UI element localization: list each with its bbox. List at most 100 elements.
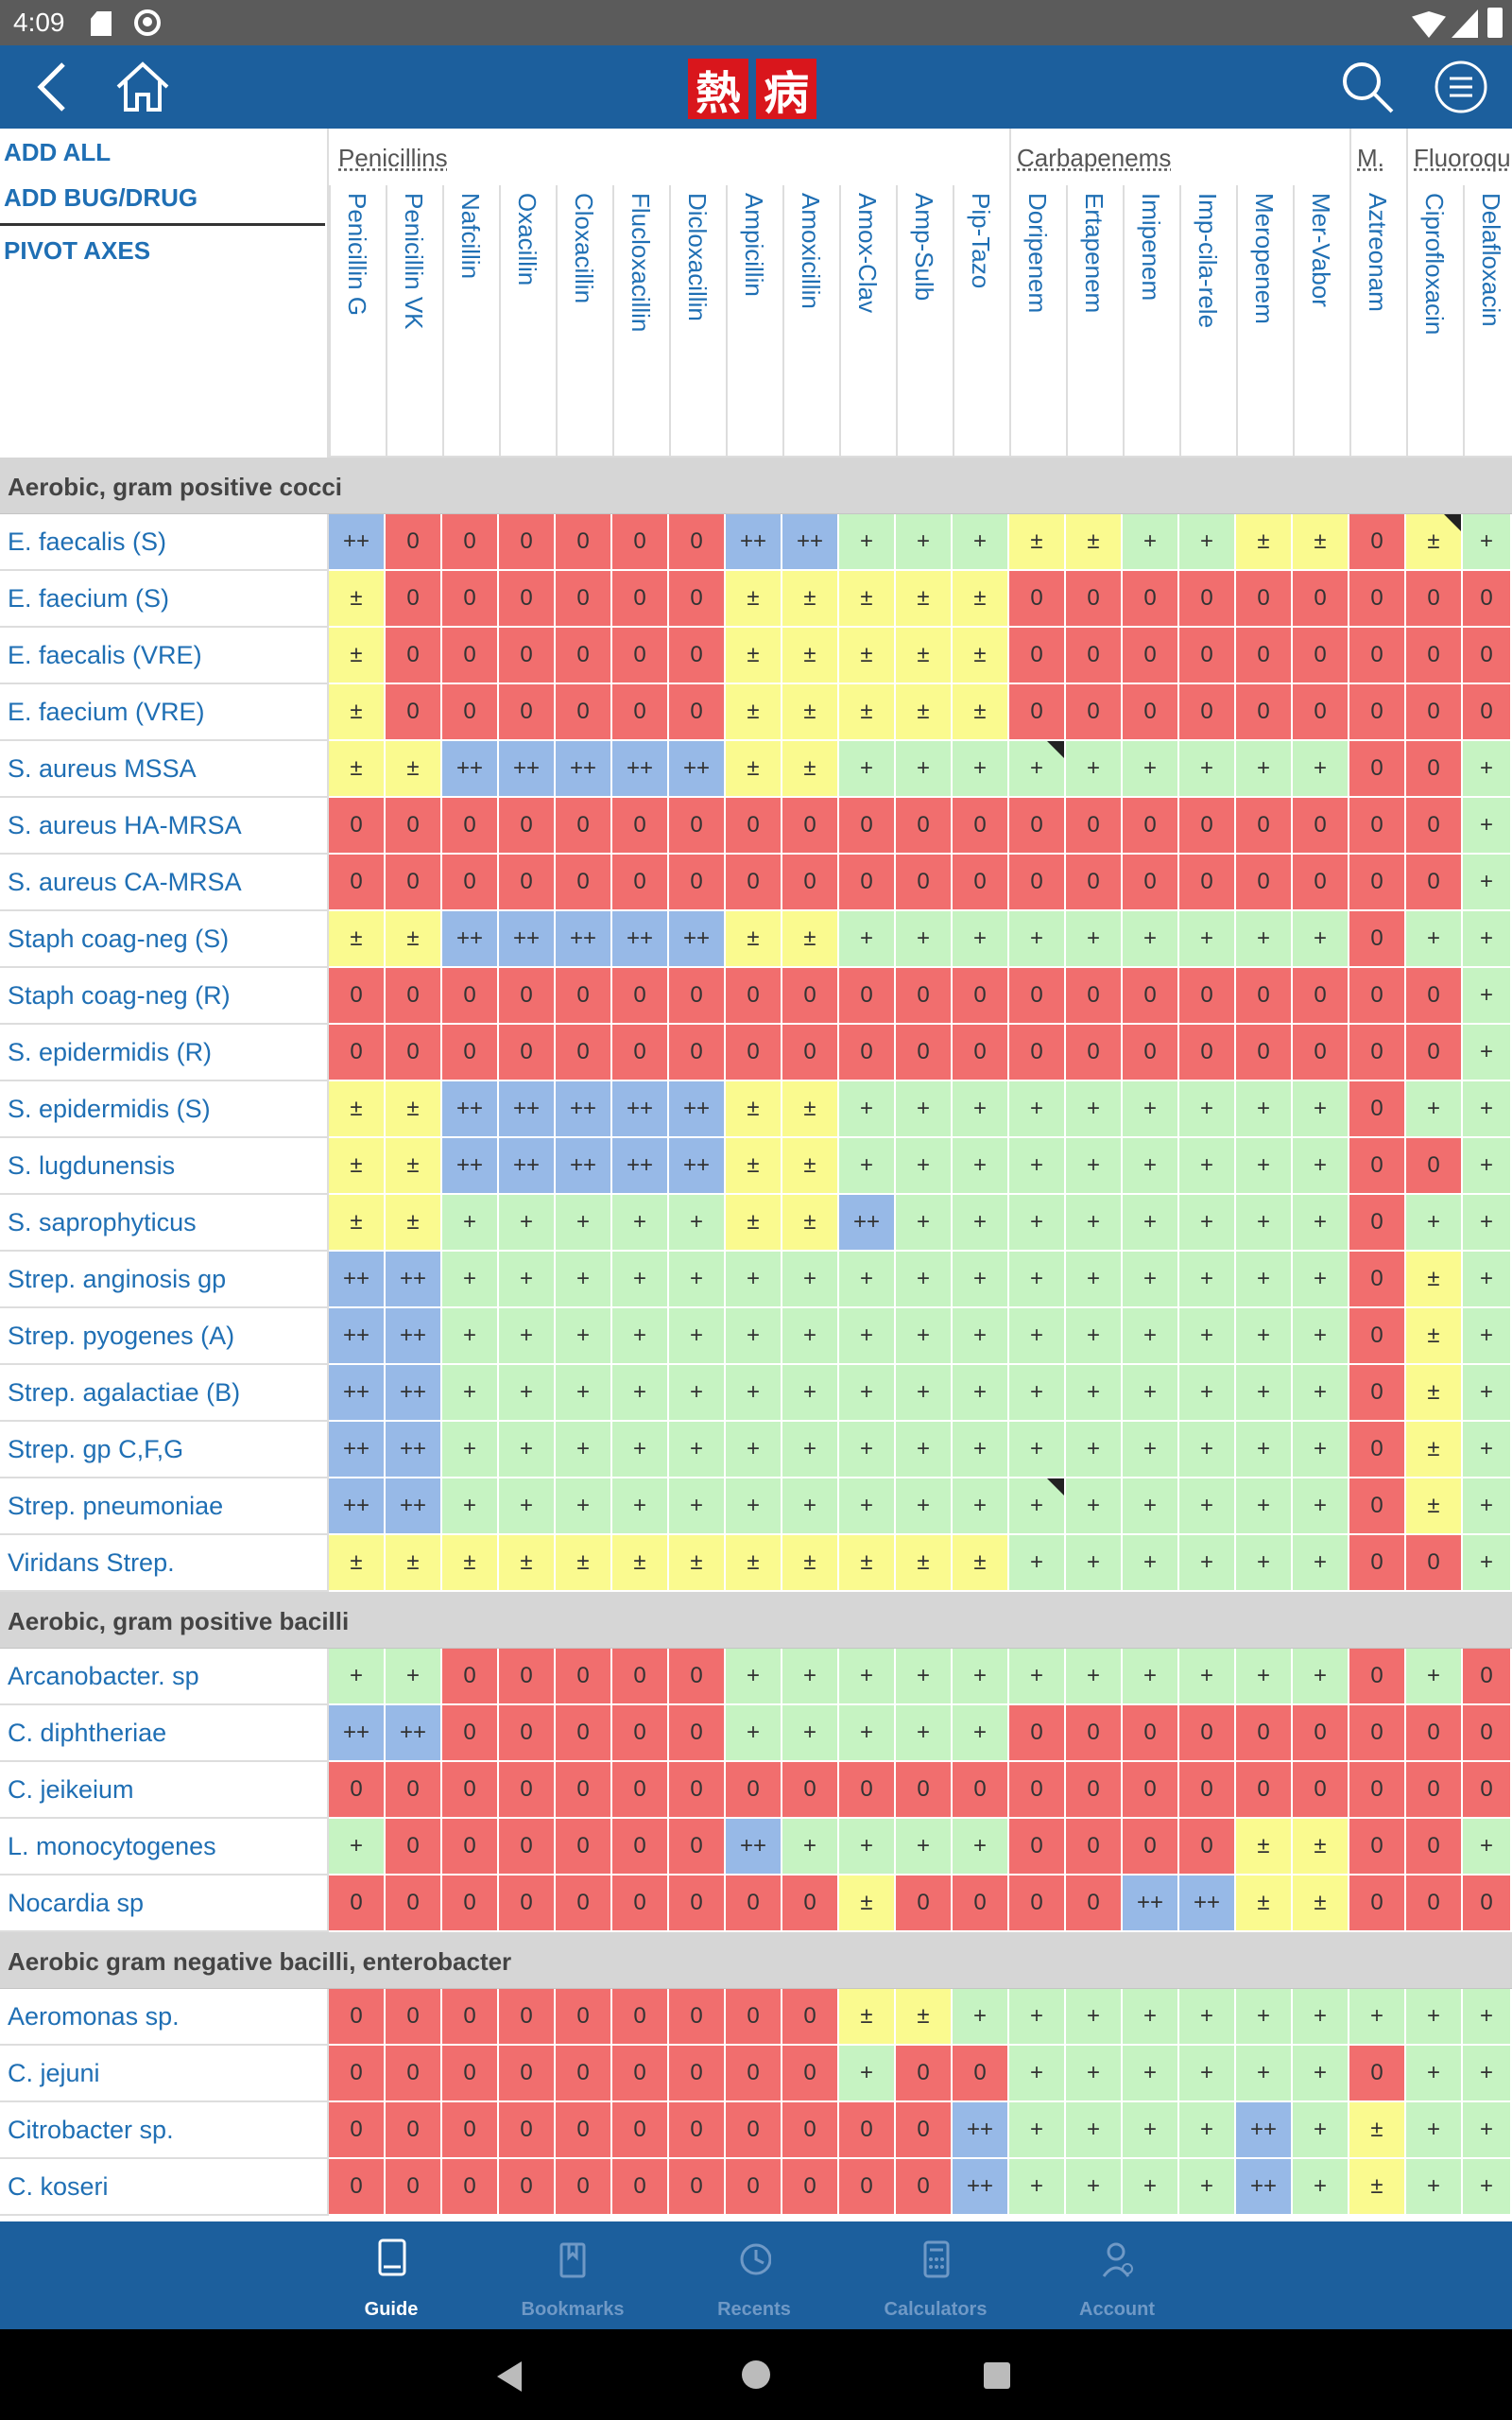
susceptibility-cell[interactable]: +	[1009, 1081, 1066, 1138]
susceptibility-cell[interactable]: 0	[612, 514, 669, 571]
susceptibility-cell[interactable]: 0	[669, 1819, 726, 1876]
susceptibility-cell[interactable]: 0	[669, 1989, 726, 2046]
susceptibility-cell[interactable]: 0	[556, 1649, 612, 1705]
susceptibility-cell[interactable]: 0	[1066, 1762, 1123, 1819]
susceptibility-cell[interactable]: +	[556, 1195, 612, 1252]
susceptibility-cell[interactable]: +	[839, 1819, 896, 1876]
susceptibility-cell[interactable]: 0	[329, 968, 386, 1025]
susceptibility-cell[interactable]: 0	[1123, 968, 1179, 1025]
susceptibility-cell[interactable]: +	[1123, 1252, 1179, 1308]
susceptibility-cell[interactable]: 0	[669, 968, 726, 1025]
susceptibility-cell[interactable]: 0	[1349, 968, 1406, 1025]
susceptibility-cell[interactable]: ±	[386, 1195, 442, 1252]
susceptibility-cell[interactable]: 0	[1349, 2046, 1406, 2102]
susceptibility-cell[interactable]: 0	[1009, 1819, 1066, 1876]
organism-link[interactable]: S. aureus CA-MRSA	[0, 855, 329, 911]
susceptibility-cell[interactable]: +	[1463, 1365, 1512, 1422]
susceptibility-cell[interactable]: 0	[612, 1649, 669, 1705]
susceptibility-cell[interactable]: +	[1123, 514, 1179, 571]
susceptibility-cell[interactable]: 0	[1009, 1025, 1066, 1081]
susceptibility-cell[interactable]: 0	[1236, 798, 1293, 855]
susceptibility-cell[interactable]: 0	[1293, 1762, 1349, 1819]
susceptibility-cell[interactable]: 0	[1009, 1705, 1066, 1762]
drug-column-header[interactable]: Ertapenem	[1066, 185, 1123, 458]
susceptibility-cell[interactable]: 0	[839, 2159, 896, 2216]
susceptibility-cell[interactable]: 0	[1406, 684, 1463, 741]
susceptibility-cell[interactable]: +	[1066, 911, 1123, 968]
susceptibility-cell[interactable]: +	[1066, 2046, 1123, 2102]
susceptibility-cell[interactable]: ±	[329, 1138, 386, 1195]
susceptibility-cell[interactable]: 0	[1349, 1308, 1406, 1365]
susceptibility-cell[interactable]: +	[726, 1365, 782, 1422]
susceptibility-cell[interactable]: ±	[726, 628, 782, 684]
susceptibility-cell[interactable]: +	[1349, 1989, 1406, 2046]
drug-column-header[interactable]: Mer-Vabor	[1293, 185, 1349, 458]
susceptibility-cell[interactable]: ±	[839, 684, 896, 741]
susceptibility-cell[interactable]: 0	[953, 2046, 1009, 2102]
susceptibility-cell[interactable]: ±	[329, 1535, 386, 1592]
susceptibility-cell[interactable]: 0	[726, 798, 782, 855]
susceptibility-cell[interactable]: 0	[896, 1025, 953, 1081]
susceptibility-cell[interactable]: 0	[669, 1762, 726, 1819]
susceptibility-cell[interactable]: ±	[839, 1535, 896, 1592]
susceptibility-cell[interactable]: ++	[499, 911, 556, 968]
susceptibility-cell[interactable]: 0	[1349, 684, 1406, 741]
susceptibility-cell[interactable]: 0	[1349, 514, 1406, 571]
susceptibility-cell[interactable]: 0	[726, 1989, 782, 2046]
susceptibility-cell[interactable]: +	[782, 1478, 839, 1535]
organism-link[interactable]: Staph coag-neg (S)	[0, 911, 329, 968]
susceptibility-cell[interactable]: ++	[612, 1081, 669, 1138]
susceptibility-cell[interactable]: ±	[726, 911, 782, 968]
susceptibility-cell[interactable]: +	[1236, 1365, 1293, 1422]
susceptibility-cell[interactable]: +	[1463, 2046, 1512, 2102]
susceptibility-cell[interactable]: ++	[329, 1365, 386, 1422]
susceptibility-cell[interactable]: +	[612, 1365, 669, 1422]
susceptibility-cell[interactable]: ±	[329, 911, 386, 968]
susceptibility-cell[interactable]: 0	[499, 571, 556, 628]
susceptibility-cell[interactable]: +	[1463, 1819, 1512, 1876]
susceptibility-cell[interactable]: +	[1463, 1989, 1512, 2046]
susceptibility-cell[interactable]: 0	[386, 855, 442, 911]
susceptibility-cell[interactable]: +	[1236, 1308, 1293, 1365]
susceptibility-cell[interactable]: ++	[612, 911, 669, 968]
susceptibility-cell[interactable]: +	[1123, 1422, 1179, 1478]
susceptibility-cell[interactable]: 0	[442, 684, 499, 741]
susceptibility-cell[interactable]: +	[726, 1422, 782, 1478]
susceptibility-cell[interactable]: +	[1236, 1649, 1293, 1705]
home-button[interactable]	[112, 59, 174, 115]
susceptibility-cell[interactable]: +	[1236, 1422, 1293, 1478]
susceptibility-cell[interactable]: 0	[612, 2159, 669, 2216]
susceptibility-cell[interactable]: ±	[1406, 1308, 1463, 1365]
susceptibility-cell[interactable]: +	[329, 1819, 386, 1876]
susceptibility-cell[interactable]: 0	[726, 855, 782, 911]
susceptibility-cell[interactable]: 0	[1293, 571, 1349, 628]
susceptibility-cell[interactable]: 0	[442, 571, 499, 628]
susceptibility-cell[interactable]: 0	[329, 2159, 386, 2216]
susceptibility-cell[interactable]: 0	[1123, 571, 1179, 628]
susceptibility-cell[interactable]: +	[896, 1365, 953, 1422]
susceptibility-cell[interactable]: 0	[499, 2046, 556, 2102]
susceptibility-cell[interactable]: 0	[1406, 855, 1463, 911]
susceptibility-cell[interactable]: +	[442, 1422, 499, 1478]
organism-link[interactable]: Arcanobacter. sp	[0, 1649, 329, 1705]
system-recents-icon[interactable]	[983, 2361, 1011, 2390]
susceptibility-cell[interactable]: +	[782, 1252, 839, 1308]
susceptibility-cell[interactable]: +	[1293, 911, 1349, 968]
susceptibility-cell[interactable]: ++	[329, 1308, 386, 1365]
susceptibility-cell[interactable]: +	[1236, 1195, 1293, 1252]
susceptibility-cell[interactable]: +	[839, 1705, 896, 1762]
susceptibility-cell[interactable]: 0	[386, 2102, 442, 2159]
susceptibility-cell[interactable]: 0	[1066, 571, 1123, 628]
susceptibility-cell[interactable]: ±	[953, 1535, 1009, 1592]
susceptibility-cell[interactable]: +	[896, 1081, 953, 1138]
susceptibility-cell[interactable]: 0	[1293, 968, 1349, 1025]
susceptibility-cell[interactable]: 0	[1179, 1762, 1236, 1819]
susceptibility-cell[interactable]: 0	[499, 968, 556, 1025]
drug-column-header[interactable]: Meropenem	[1236, 185, 1293, 458]
susceptibility-cell[interactable]: 0	[1236, 855, 1293, 911]
susceptibility-cell[interactable]: 0	[612, 2102, 669, 2159]
susceptibility-cell[interactable]: 0	[1406, 1025, 1463, 1081]
susceptibility-cell[interactable]: 0	[1349, 1025, 1406, 1081]
susceptibility-cell[interactable]: ±	[386, 911, 442, 968]
susceptibility-cell[interactable]: +	[1463, 1138, 1512, 1195]
